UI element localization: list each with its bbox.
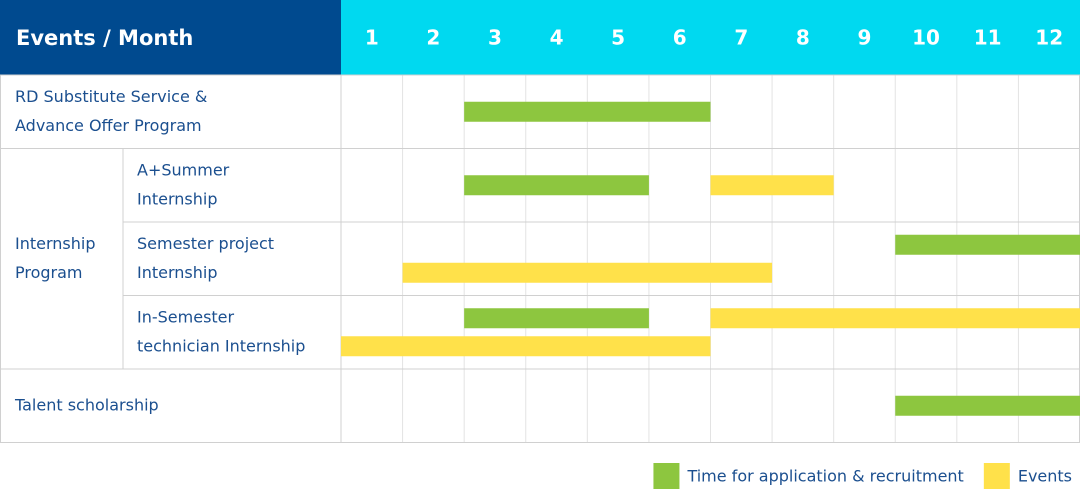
row-label: Internship: [137, 263, 218, 282]
month-header: [341, 0, 1080, 75]
month-label: 11: [974, 26, 1002, 50]
month-label: 4: [550, 26, 564, 50]
row-label: Semester project: [137, 234, 274, 253]
month-label: 7: [734, 26, 748, 50]
month-label: 6: [673, 26, 687, 50]
row-label: RD Substitute Service &: [15, 87, 207, 106]
bar: [895, 395, 1080, 416]
bar: [402, 262, 773, 283]
month-label: 9: [857, 26, 871, 50]
legend-swatch: [983, 463, 1010, 489]
month-label: 8: [796, 26, 810, 50]
bar: [341, 336, 711, 357]
row-label: A+Summer: [137, 160, 230, 179]
corner-label: Events / Month: [16, 26, 193, 50]
month-label: 5: [611, 26, 625, 50]
legend-label: Events: [1018, 467, 1072, 486]
row-label: Advance Offer Program: [15, 116, 202, 135]
month-label: 1: [365, 26, 379, 50]
legend-label: Time for application & recruitment: [686, 467, 963, 486]
bar: [464, 101, 711, 122]
month-label: 10: [912, 26, 940, 50]
row-label: technician Internship: [137, 336, 305, 355]
row-label: In-Semester: [137, 307, 235, 326]
legend-swatch: [653, 463, 680, 489]
month-label: 12: [1035, 26, 1063, 50]
month-label: 2: [426, 26, 440, 50]
corner-header: [0, 0, 341, 75]
row-label: Talent scholarship: [14, 395, 159, 414]
bar: [710, 175, 834, 196]
bar: [710, 308, 1080, 329]
row-label: Program: [15, 263, 83, 282]
bar: [464, 308, 649, 329]
row-label: Internship: [137, 189, 218, 208]
row-label: Internship: [15, 234, 96, 253]
bar: [895, 234, 1080, 255]
month-label: 3: [488, 26, 502, 50]
bar: [464, 175, 649, 196]
